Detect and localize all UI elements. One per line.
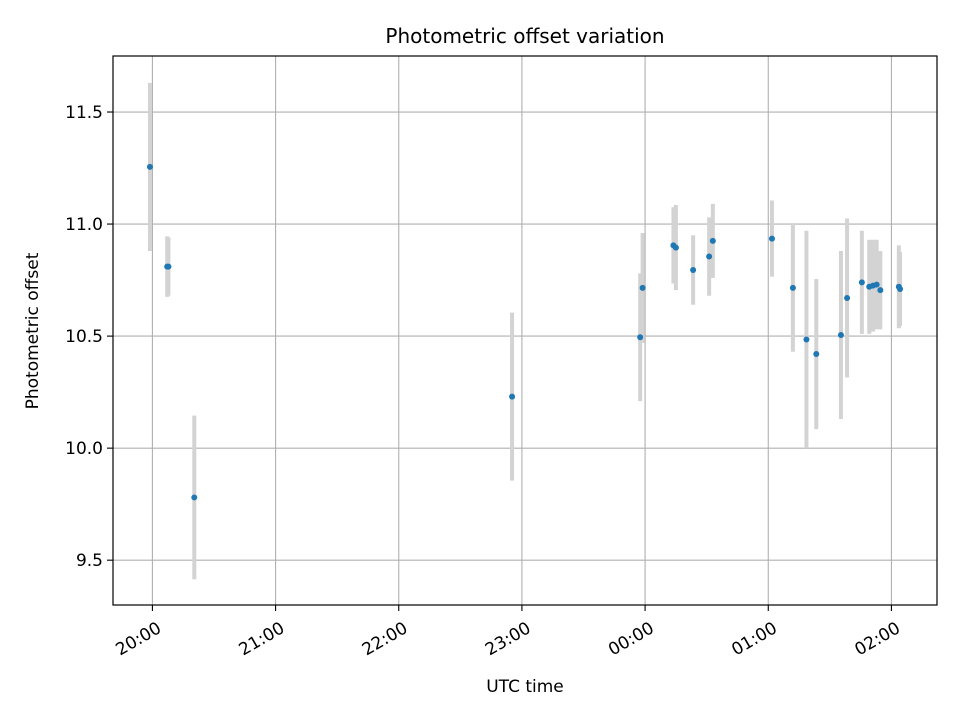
x-tick-label: 02:00 [851, 618, 903, 660]
data-point [690, 266, 697, 273]
y-tick-label: 9.5 [76, 551, 103, 571]
data-point [191, 494, 198, 501]
y-tick-label: 11.5 [65, 103, 103, 123]
x-tick-label: 23:00 [482, 618, 534, 660]
data-point [509, 393, 516, 400]
data-point [858, 279, 865, 286]
x-axis-ticks: 20:00 21:00 22:00 23:00 00:00 01:00 02:00 [112, 605, 904, 660]
data-point [768, 235, 775, 242]
y-axis-ticks: 9.5 10.0 10.5 11.0 11.5 [65, 103, 113, 571]
data-points [146, 163, 904, 501]
y-tick-label: 11.0 [65, 215, 103, 235]
data-point [877, 287, 884, 294]
x-axis-label: UTC time [486, 677, 564, 697]
data-point [844, 295, 851, 302]
plot-frame [112, 55, 938, 606]
data-point [706, 253, 713, 260]
data-point [637, 334, 644, 341]
x-tick-label: 01:00 [728, 618, 780, 660]
data-point [837, 331, 844, 338]
x-tick-label: 20:00 [112, 618, 164, 660]
y-tick-label: 10.0 [65, 439, 103, 459]
grid [113, 56, 937, 605]
data-point [813, 351, 820, 358]
data-point [639, 284, 646, 291]
y-tick-label: 10.5 [65, 327, 103, 347]
x-tick-label: 22:00 [359, 618, 411, 660]
data-point [672, 244, 679, 251]
y-axis-label: Photometric offset [23, 252, 43, 409]
data-point [146, 163, 153, 170]
data-point [873, 281, 880, 288]
data-point [789, 284, 796, 291]
x-tick-label: 00:00 [605, 618, 657, 660]
error-bars [147, 82, 903, 580]
data-point [897, 286, 904, 293]
chart-title: Photometric offset variation [385, 24, 664, 48]
x-tick-label: 21:00 [236, 618, 288, 660]
data-point [165, 263, 172, 270]
data-point [803, 336, 810, 343]
data-point [709, 237, 716, 244]
